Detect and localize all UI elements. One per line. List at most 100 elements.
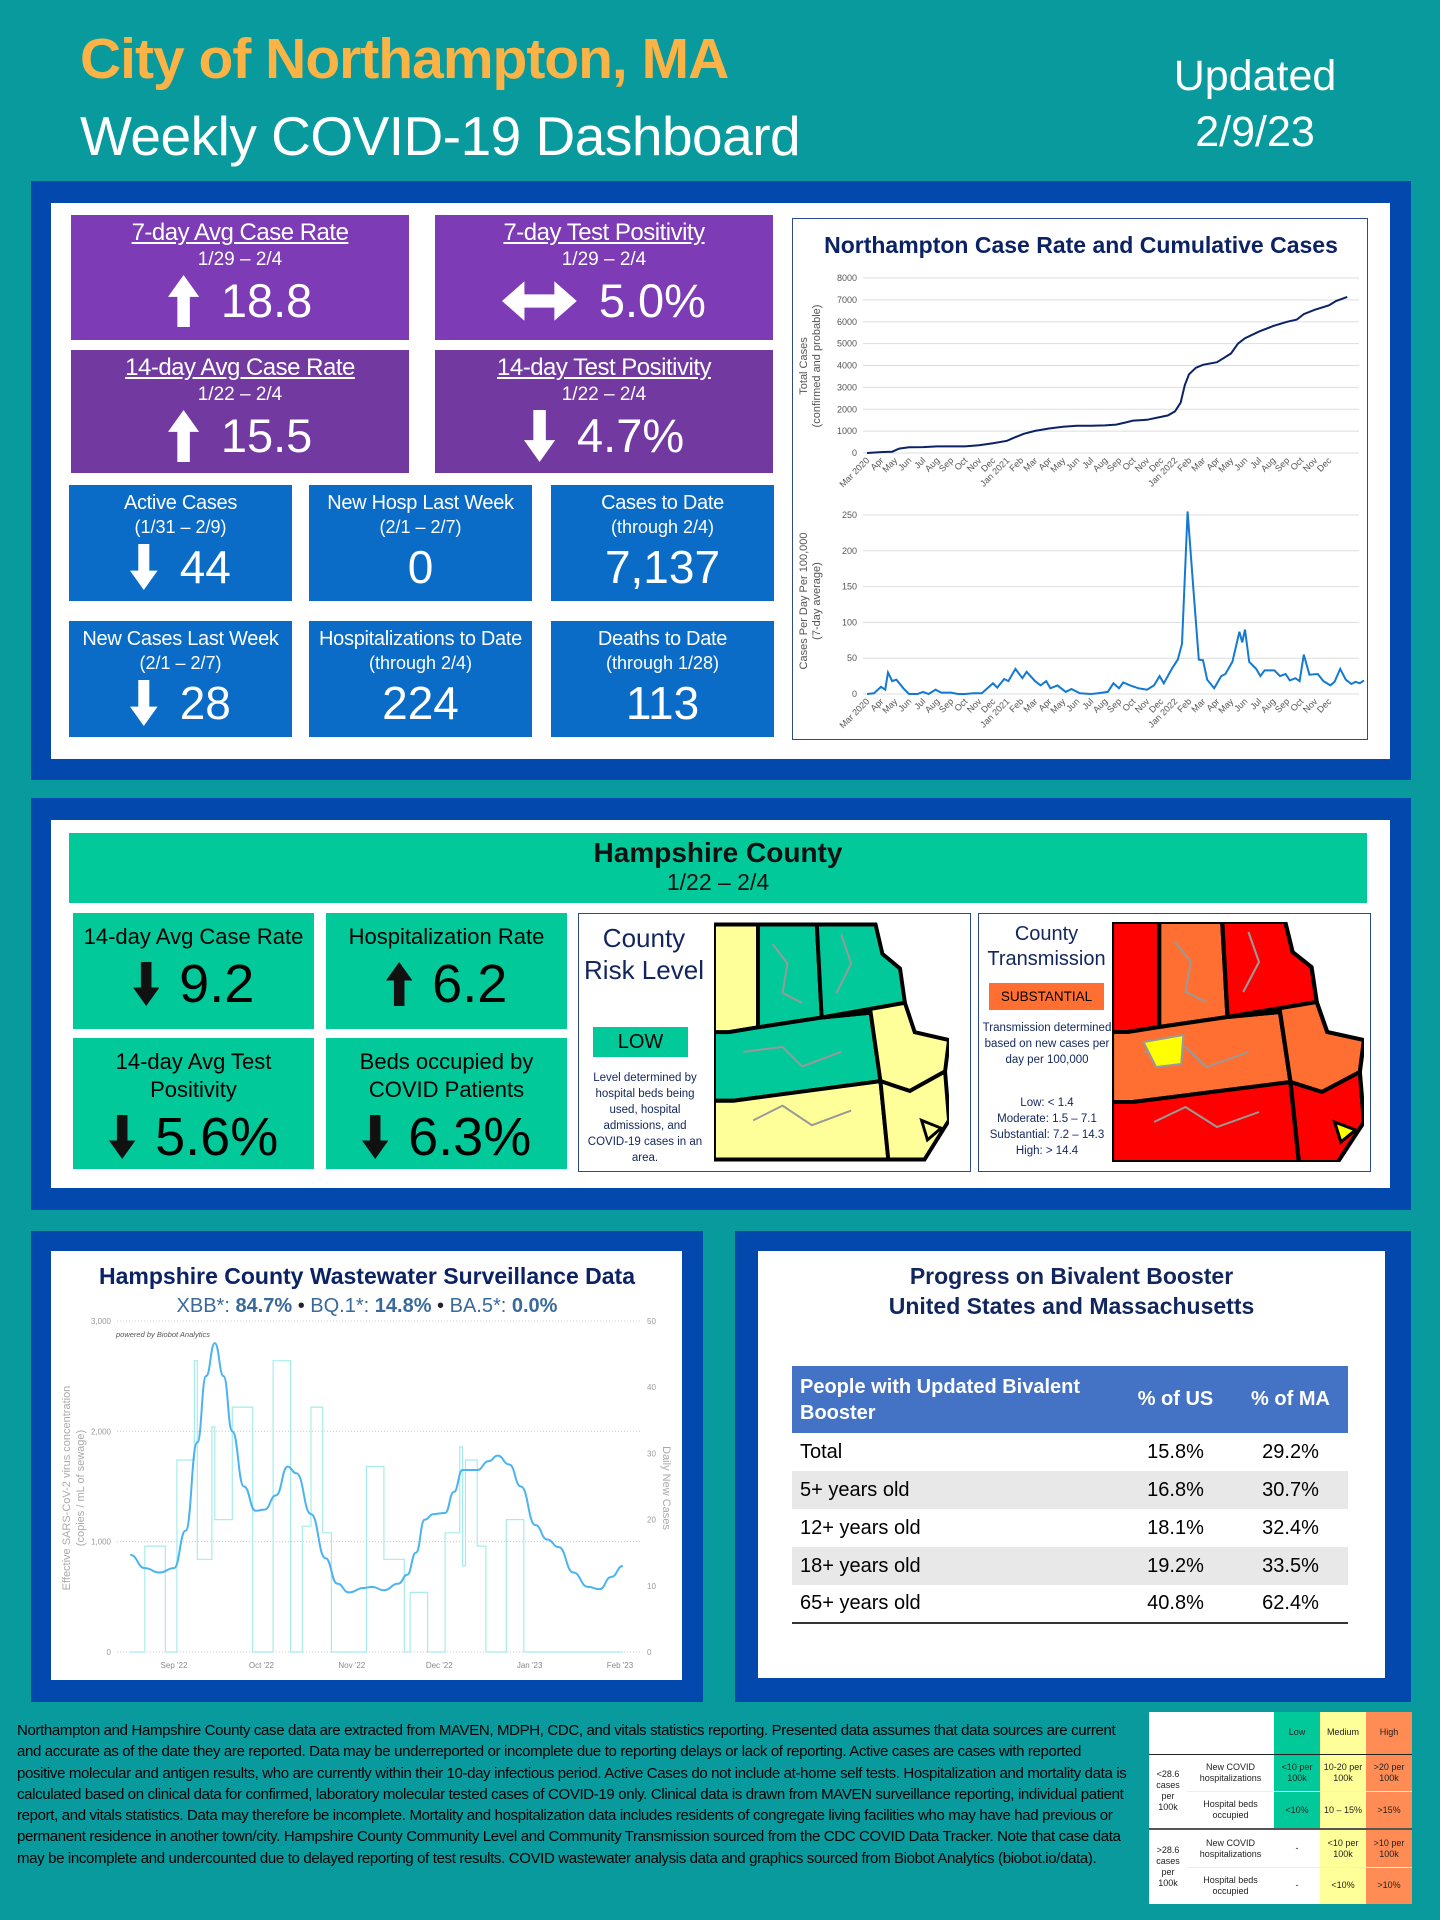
tile-value: 44 — [179, 541, 231, 593]
y-tick-label: 150 — [842, 582, 857, 592]
count-tile: New Hosp Last Week (2/1 – 2/7) 0 — [309, 485, 532, 601]
y-tick-label: 5000 — [837, 339, 857, 349]
arrow-flat-icon — [502, 280, 577, 321]
tile-date: (through 2/4) — [368, 653, 473, 673]
table-cell: 5+ years old — [792, 1471, 1118, 1509]
y-tick-label: 8000 — [837, 273, 857, 283]
tile-title: New Hosp Last Week — [327, 492, 514, 514]
y2-tick-label: 10 — [647, 1582, 656, 1591]
case-rate-chart: Northampton Case Rate and Cumulative Cas… — [792, 218, 1368, 740]
legend-cell: - — [1274, 1867, 1320, 1904]
city-title: City of Northampton, MA — [80, 27, 729, 91]
table-cell: 12+ years old — [800, 1516, 921, 1539]
transmission-title: County Transmission — [987, 923, 1106, 970]
risk-badge: LOW — [593, 1027, 688, 1057]
y-tick-label: 1,000 — [91, 1538, 112, 1547]
arrow-down-icon — [130, 544, 158, 590]
table-cell: 29.2% — [1262, 1440, 1319, 1463]
tile-date: 1/29 – 2/4 — [197, 249, 283, 270]
tile-date: (2/1 – 2/7) — [379, 517, 462, 537]
legend-cell: <10% — [1274, 1791, 1320, 1830]
city-tile: 7-day Avg Case Rate 1/29 – 2/4 18.8 — [71, 215, 409, 340]
footnote: Northampton and Hampshire County case da… — [17, 1722, 1127, 1867]
count-tile: Cases to Date (through 2/4) 7,137 — [551, 485, 774, 601]
scale-item: High: > 14.4 — [1015, 1145, 1079, 1157]
table-row: 65+ years old 40.8% 62.4% — [792, 1585, 1348, 1623]
group-label: <28.6 cases per 100k — [1156, 1769, 1180, 1813]
tile-title: Cases to Date — [601, 492, 724, 514]
x-tick-label: Jun — [896, 455, 913, 472]
county-tile: Hospitalization Rate 6.2 — [326, 913, 567, 1029]
x-tick-label: Nov '22 — [338, 1661, 365, 1670]
legend-cell: New COVID hospitalizations — [1187, 1754, 1274, 1792]
transmission-badge: SUBSTANTIAL — [989, 983, 1104, 1010]
county-tile: Beds occupied by COVID Patients 6.3% — [326, 1038, 567, 1169]
tile-title: Active Cases — [123, 492, 238, 514]
y-tick-label: 100 — [842, 617, 857, 627]
legend-cell: <10 per 100k — [1320, 1829, 1366, 1868]
tile-title: Beds occupied by COVID Patients — [359, 1049, 534, 1102]
tile-title: Hospitalizations to Date — [319, 628, 522, 650]
tile-title: 14-day Avg Case Rate — [125, 354, 355, 381]
city-tile: 7-day Test Positivity 1/29 – 2/4 5.0% — [435, 215, 773, 340]
level-header: High — [1366, 1712, 1412, 1754]
booster-title-line1: Progress on Bivalent Booster — [909, 1263, 1234, 1289]
y2-tick-label: 30 — [647, 1449, 656, 1458]
city-tile: 14-day Test Positivity 1/22 – 2/4 4.7% — [435, 350, 773, 473]
tile-value: 5.0% — [598, 274, 706, 327]
arrow-up-icon — [167, 409, 199, 462]
column-header: % of US — [1118, 1366, 1233, 1433]
tile-title: 14-day Avg Case Rate — [83, 924, 304, 949]
tile-value: 6.3% — [408, 1107, 532, 1167]
y2-tick-label: 20 — [647, 1516, 656, 1525]
tile-value: 7,137 — [604, 541, 721, 593]
table-row: 18+ years old 19.2% 33.5% — [792, 1547, 1348, 1585]
tile-value: 224 — [382, 677, 459, 729]
x-tick-label: Jun — [1232, 696, 1249, 713]
legend-cell: Hospital beds occupied — [1187, 1867, 1274, 1904]
transmission-note: Transmission determined based on new cas… — [982, 1022, 1112, 1066]
scale-item: Moderate: 1.5 – 7.1 — [997, 1113, 1097, 1125]
city-tile: 14-day Avg Case Rate 1/22 – 2/4 15.5 — [71, 350, 409, 473]
y-tick-label: 7000 — [837, 295, 857, 305]
y2-tick-label: 0 — [647, 1648, 652, 1657]
table-row: 12+ years old 18.1% 32.4% — [792, 1509, 1348, 1547]
legend-cell: 10 – 15% — [1320, 1791, 1366, 1830]
transmission-map — [1112, 922, 1364, 1162]
table-cell: Total — [800, 1440, 843, 1463]
x-tick-label: Jun — [1232, 455, 1249, 472]
x-tick-label: Mar 2020 — [837, 696, 871, 730]
y2-tick-label: 40 — [647, 1383, 656, 1392]
y-axis-subtitle: (confirmed and probable) — [811, 305, 823, 428]
tile-value: 15.5 — [220, 409, 313, 462]
legend-cell: - — [1274, 1829, 1320, 1868]
y-tick-label: 250 — [842, 510, 857, 520]
column-header: % of MA — [1233, 1366, 1348, 1433]
table-cell: 15.8% — [1147, 1440, 1204, 1463]
arrow-down-icon — [132, 962, 160, 1006]
tile-date: (through 1/28) — [605, 653, 720, 673]
x-tick-label: Oct '22 — [249, 1661, 275, 1670]
county-name: Hampshire County — [593, 837, 843, 868]
tile-title: 14-day Test Positivity — [497, 354, 712, 381]
county-tile: 14-day Avg Case Rate 9.2 — [73, 913, 314, 1029]
chart-title: Northampton Case Rate and Cumulative Cas… — [824, 232, 1338, 258]
town-boundary — [743, 1045, 842, 1068]
county-header: Hampshire County 1/22 – 2/4 — [69, 833, 1367, 903]
group-label: >28.6 cases per 100k — [1156, 1845, 1180, 1889]
table-cell: 65+ years old — [800, 1592, 921, 1614]
tile-title: Hospitalization Rate — [348, 924, 545, 949]
x-tick-label: Jun — [1064, 696, 1081, 713]
tile-title: 14-day Avg Test Positivity — [115, 1049, 272, 1102]
x-tick-label: Sep '22 — [161, 1661, 188, 1670]
risk-note: Level determined by hospital beds being … — [587, 1072, 703, 1164]
y-tick-label: 0 — [852, 448, 857, 458]
y-tick-label: 200 — [842, 546, 857, 556]
y-tick-label: 3,000 — [91, 1317, 112, 1326]
x-tick-label: Jun — [1064, 455, 1081, 472]
legend-cell: >20 per 100k — [1366, 1754, 1412, 1792]
island — [919, 1117, 944, 1143]
table-cell: 19.2% — [1118, 1547, 1233, 1585]
arrow-down-icon — [108, 1115, 136, 1159]
town-boundary — [1153, 1105, 1260, 1129]
